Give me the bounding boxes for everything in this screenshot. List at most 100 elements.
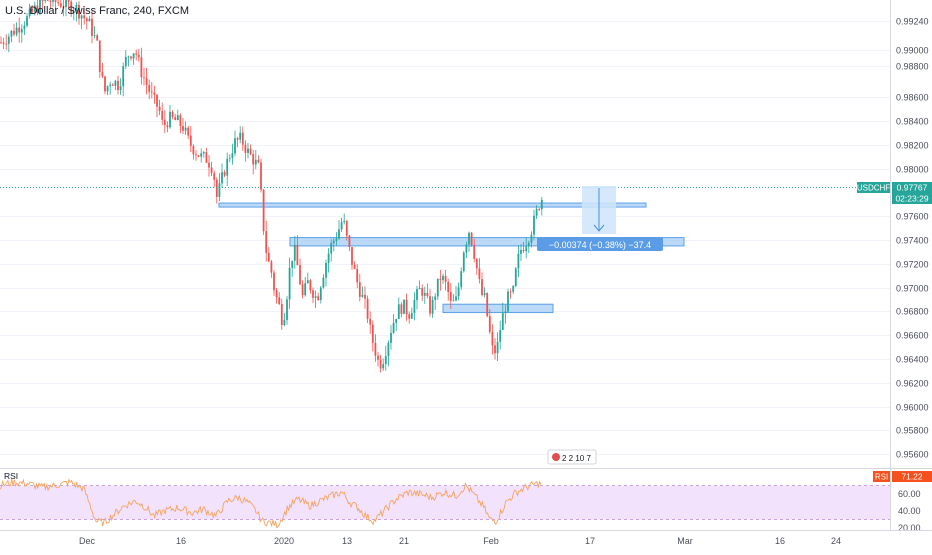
candle-body xyxy=(148,84,151,92)
candle-body xyxy=(387,342,390,357)
candle-body xyxy=(296,245,299,266)
candle-body xyxy=(431,299,434,314)
candle-body xyxy=(117,80,119,91)
candle-body xyxy=(65,0,67,8)
rsi-symbol-tag xyxy=(873,471,890,482)
candle-body xyxy=(400,304,403,314)
candle-body xyxy=(507,291,509,312)
candle-body xyxy=(293,245,296,261)
candle-body xyxy=(10,30,13,37)
candle-body xyxy=(20,29,23,33)
flag-icon xyxy=(552,453,560,461)
candle-body xyxy=(83,15,86,19)
candle-body xyxy=(104,76,106,92)
time-axis[interactable]: Dec 16 2020 13 21 Feb 17 Mar 16 24 xyxy=(79,536,841,546)
candle-body xyxy=(343,220,346,223)
price-tick-label: 0.95600 xyxy=(896,450,929,460)
candle-body xyxy=(538,209,541,210)
candle-body xyxy=(535,209,538,216)
time-tick-label: 16 xyxy=(775,536,785,546)
candle-body xyxy=(96,35,99,41)
candle-body xyxy=(410,312,413,319)
candle-body xyxy=(418,287,421,290)
candle-body xyxy=(444,275,447,282)
candle-body xyxy=(286,299,288,320)
candle-body xyxy=(426,292,429,297)
candle-body xyxy=(249,148,252,155)
price-axis[interactable]: 0.99240 0.99000 0.98800 0.98600 0.98400 0.982… xyxy=(896,17,929,460)
price-tick-label: 0.96400 xyxy=(896,355,929,365)
rsi-tick-label: 40.00 xyxy=(898,506,921,516)
candle-body xyxy=(218,183,221,197)
candle-body xyxy=(111,84,114,86)
candle-body xyxy=(208,162,210,168)
candle-body xyxy=(2,42,5,44)
zone-lower-zone[interactable] xyxy=(442,303,554,314)
candle-body xyxy=(291,260,294,268)
candle-body xyxy=(226,158,229,176)
candle-body xyxy=(72,11,75,13)
candle-body xyxy=(423,292,426,296)
measure-tool[interactable]: −0.00374 (−0.38%) −37.4 xyxy=(537,186,663,251)
candle-body xyxy=(382,364,385,369)
candle-body xyxy=(338,229,340,239)
price-tick-label: 0.98600 xyxy=(896,93,929,103)
candle-body xyxy=(54,0,57,2)
candle-body xyxy=(275,290,278,298)
candle-body xyxy=(501,313,504,330)
candle-body xyxy=(49,0,52,2)
candle-body xyxy=(260,162,262,190)
events-widget-box xyxy=(547,449,597,465)
candle-body xyxy=(59,3,62,7)
candle-body xyxy=(314,296,317,298)
zone-mid-zone[interactable] xyxy=(289,237,685,247)
candle-body xyxy=(392,322,395,333)
candle-body xyxy=(93,35,96,37)
candle-body xyxy=(405,299,408,315)
candle-body xyxy=(210,167,213,174)
candle-body xyxy=(478,268,481,280)
candle-body xyxy=(267,252,270,262)
candle-body xyxy=(244,144,247,153)
candle-body xyxy=(475,258,478,269)
rsi-value-tag: RSI 71.22 xyxy=(873,471,932,482)
candle-body xyxy=(239,132,242,140)
candle-body xyxy=(462,252,465,272)
symbol-tag xyxy=(857,182,890,193)
candle-body xyxy=(252,154,255,165)
candle-body xyxy=(530,234,533,243)
candle-body xyxy=(52,0,54,2)
price-tick-label: 0.99000 xyxy=(896,46,929,56)
candle-body xyxy=(18,27,21,33)
measure-arrow-head xyxy=(593,224,605,232)
candle-body xyxy=(41,0,44,1)
measure-label: −0.00374 (−0.38%) −37.4 xyxy=(549,240,651,250)
candle-body xyxy=(306,280,309,284)
candle-body xyxy=(494,345,496,354)
candle-body xyxy=(36,5,39,13)
events-widget[interactable]: 2 2 10 7 xyxy=(547,449,597,465)
candle-body xyxy=(413,299,416,313)
candle-body xyxy=(421,287,424,296)
price-tag[interactable]: USDCHF 0.97767 02:23:29 xyxy=(857,182,932,204)
candle-body xyxy=(114,80,117,86)
price-tick-label: 0.97400 xyxy=(896,236,929,246)
candle-body xyxy=(101,72,104,77)
candle-body xyxy=(119,86,122,91)
drawing-zones[interactable] xyxy=(218,202,685,314)
candle-body xyxy=(28,8,31,17)
price-tick-label: 0.97000 xyxy=(896,284,929,294)
candle-body xyxy=(88,18,91,22)
candle-body xyxy=(332,240,335,244)
countdown-tag xyxy=(892,193,932,204)
zone-upper-resistance[interactable] xyxy=(218,202,647,208)
candle-body xyxy=(70,1,73,13)
time-tick-label: Feb xyxy=(483,536,499,546)
price-tick-label: 0.98400 xyxy=(896,117,929,127)
candle-body xyxy=(327,253,330,264)
rsi-tick-label: 20.00 xyxy=(898,523,921,533)
price-tick-label: 0.99240 xyxy=(896,17,929,27)
candle-body xyxy=(33,5,36,12)
